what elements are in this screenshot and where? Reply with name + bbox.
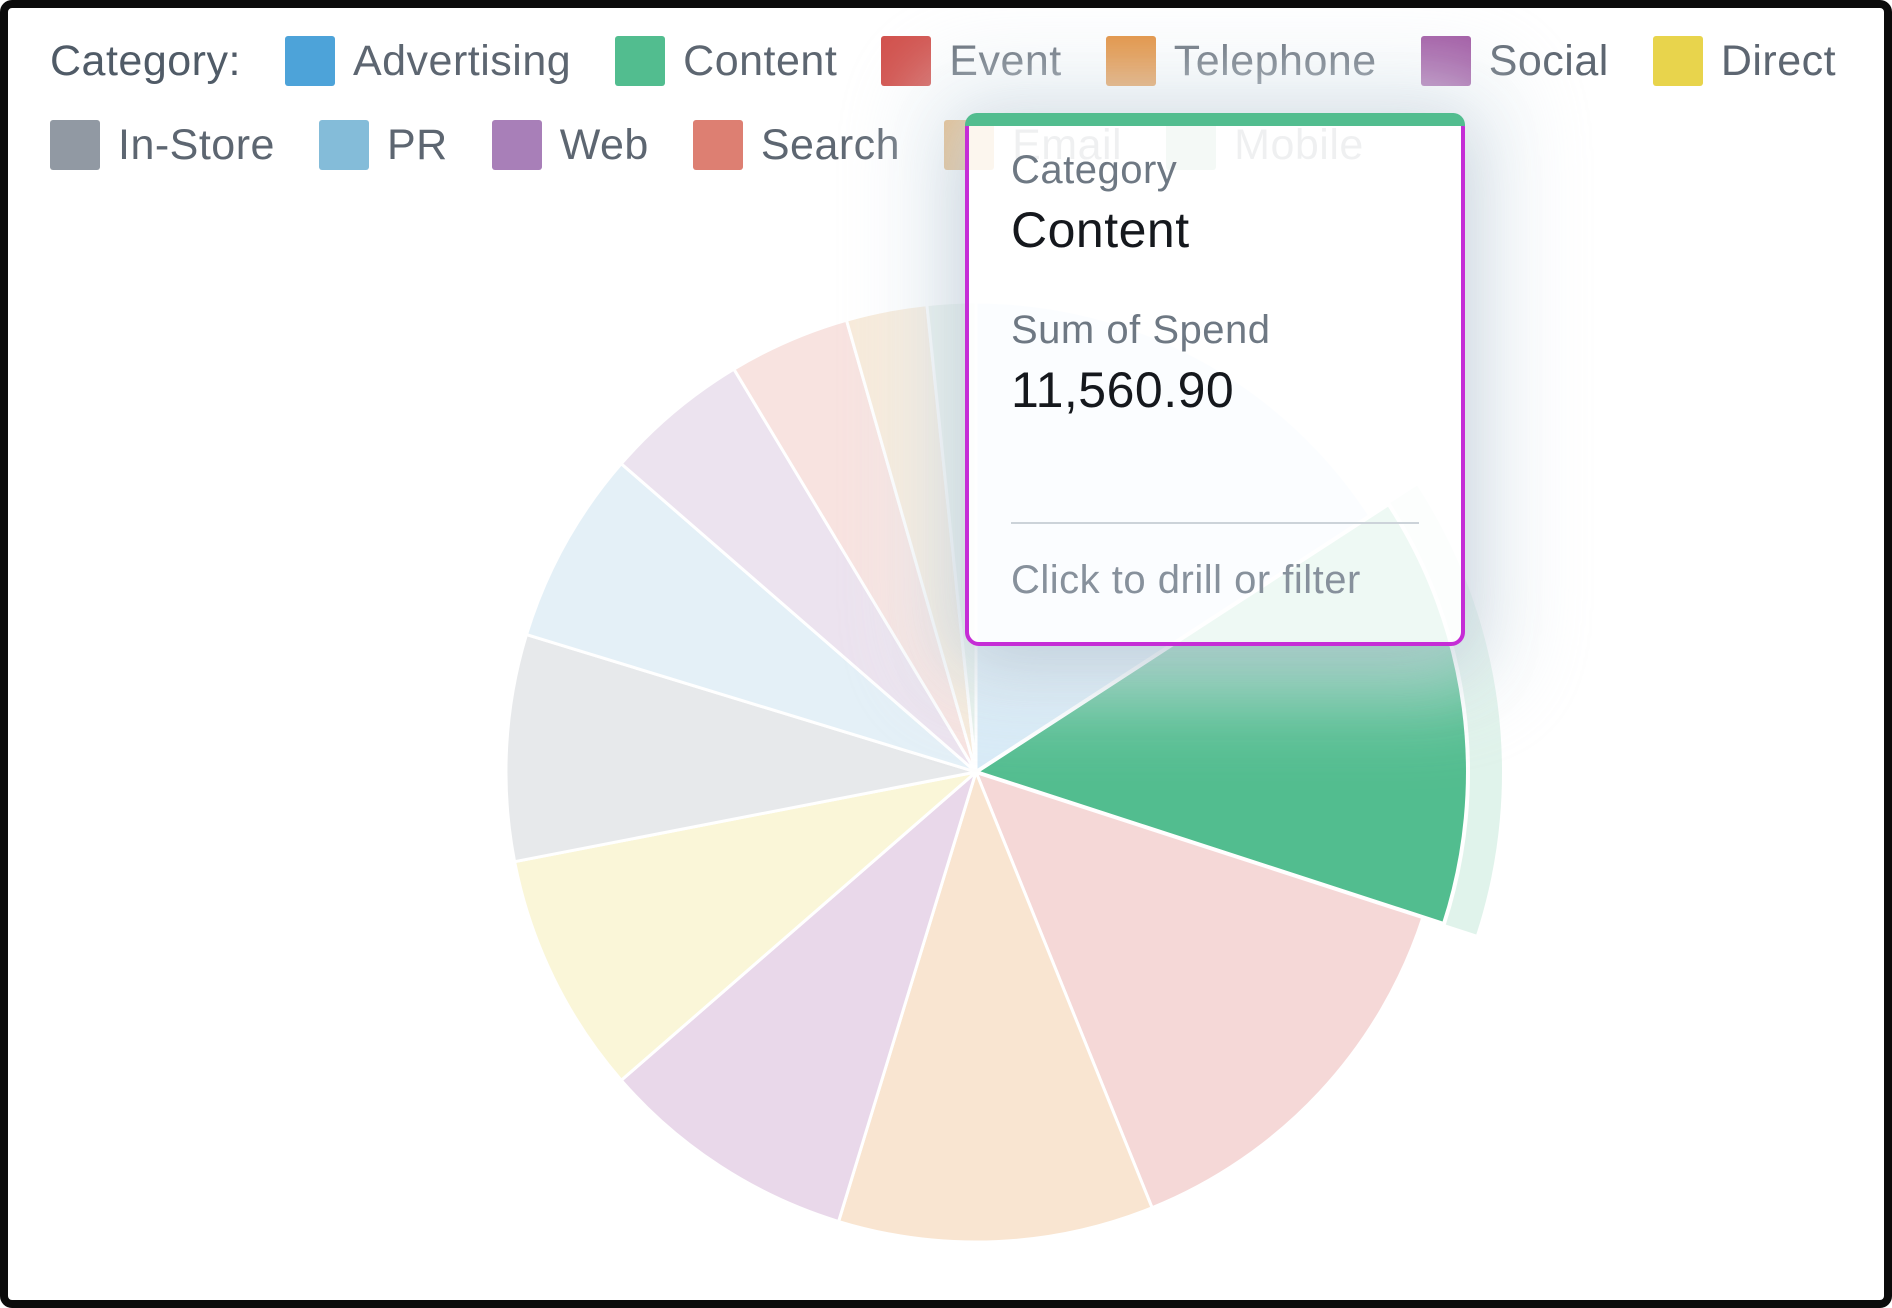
legend-item-content[interactable]: Content <box>615 36 837 86</box>
legend-label-content: Content <box>683 36 838 85</box>
tooltip-divider <box>1011 522 1419 524</box>
tooltip-body: Category Content Sum of Spend 11,560.90 … <box>969 126 1461 603</box>
legend-swatch-search <box>692 120 743 170</box>
legend-swatch-content <box>615 36 666 86</box>
pie-slice-direct[interactable] <box>513 770 978 1082</box>
legend-label-search: Search <box>760 120 901 169</box>
pie-slice-telephone[interactable] <box>837 770 1154 1244</box>
legend-label-event: Event <box>949 36 1062 85</box>
legend-swatch-in-store <box>50 120 100 170</box>
legend-title: Category: <box>50 36 241 85</box>
pie-slice-web[interactable] <box>619 367 978 774</box>
legend-row-2: In-StorePRWebSearchEmailMobile <box>50 120 1836 170</box>
legend-label-pr: PR <box>386 120 448 169</box>
legend-label-social: Social <box>1488 36 1609 85</box>
legend-label-web: Web <box>559 120 649 169</box>
legend-item-telephone[interactable]: Telephone <box>1105 36 1377 86</box>
legend-label-advertising: Advertising <box>352 36 572 85</box>
legend-label-in-store: In-Store <box>118 120 275 169</box>
tooltip-dimension-label: Category <box>1011 148 1178 192</box>
legend-swatch-event <box>881 36 932 86</box>
legend-swatch-advertising <box>284 36 335 86</box>
legend-item-social[interactable]: Social <box>1420 36 1609 86</box>
tooltip-drill-hint: Click to drill or filter <box>1011 558 1361 602</box>
legend-row-1: Category: Advertising Content Event Telepho… <box>50 36 1836 86</box>
legend-item-event[interactable]: Event <box>881 36 1061 86</box>
legend-item-in-store[interactable]: In-Store <box>50 120 275 170</box>
legend-swatch-web <box>491 120 542 170</box>
legend-swatch-direct <box>1652 36 1703 86</box>
pie-slice-in-store[interactable] <box>504 633 978 864</box>
pie-slice-pr[interactable] <box>525 462 978 774</box>
tooltip-measure-value: 11,560.90 <box>1011 362 1235 418</box>
legend-item-web[interactable]: Web <box>491 120 649 170</box>
pie-slice-social[interactable] <box>619 770 978 1223</box>
legend: Category: Advertising Content Event Telepho… <box>50 36 1836 170</box>
legend-item-direct[interactable]: Direct <box>1652 36 1837 86</box>
legend-item-pr[interactable]: PR <box>318 120 448 170</box>
tooltip-measure-label: Sum of Spend <box>1011 308 1271 352</box>
tooltip: Category Content Sum of Spend 11,560.90 … <box>965 113 1465 646</box>
tooltip-dimension-value: Content <box>1011 202 1190 258</box>
legend-swatch-pr <box>318 120 369 170</box>
legend-label-direct: Direct <box>1720 36 1837 85</box>
legend-item-advertising[interactable]: Advertising <box>284 36 572 86</box>
legend-swatch-telephone <box>1105 36 1156 86</box>
legend-label-telephone: Telephone <box>1173 36 1377 85</box>
legend-item-search[interactable]: Search <box>692 120 901 170</box>
tooltip-accent-bar <box>965 113 1465 126</box>
legend-swatch-social <box>1420 36 1471 86</box>
